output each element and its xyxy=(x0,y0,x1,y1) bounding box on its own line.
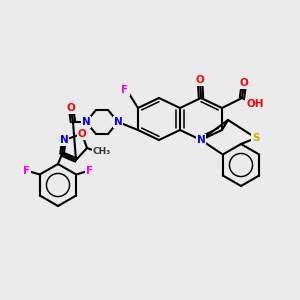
Text: N: N xyxy=(114,117,122,127)
Text: N: N xyxy=(60,135,68,145)
Text: CH₃: CH₃ xyxy=(93,148,111,157)
Text: O: O xyxy=(78,129,86,139)
Text: N: N xyxy=(196,135,206,145)
Text: O: O xyxy=(67,103,75,113)
Text: N: N xyxy=(82,117,90,127)
Text: F: F xyxy=(85,167,93,176)
Text: F: F xyxy=(23,167,30,176)
Text: O: O xyxy=(196,75,204,85)
Text: F: F xyxy=(122,85,129,95)
Text: O: O xyxy=(240,78,248,88)
Text: OH: OH xyxy=(246,99,264,109)
Text: S: S xyxy=(252,133,260,143)
